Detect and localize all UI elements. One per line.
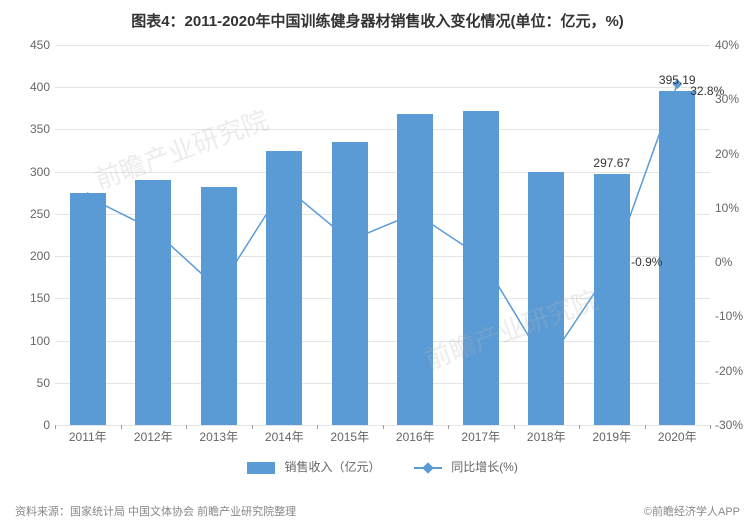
y-left-tick-label: 350 xyxy=(15,122,50,136)
data-label: 32.8% xyxy=(690,84,724,98)
x-tick-label: 2012年 xyxy=(134,428,173,445)
x-tick xyxy=(579,425,580,429)
line-series xyxy=(55,45,710,425)
data-label: 297.67 xyxy=(593,156,630,170)
y-left-tick-label: 450 xyxy=(15,38,50,52)
x-tick xyxy=(121,425,122,429)
data-label: -0.9% xyxy=(631,255,662,269)
x-tick-label: 2015年 xyxy=(330,428,369,445)
y-left-tick-label: 150 xyxy=(15,291,50,305)
chart-title: 图表4：2011-2020年中国训练健身器材销售收入变化情况(单位：亿元，%) xyxy=(0,0,755,31)
y-left-tick-label: 200 xyxy=(15,249,50,263)
x-tick xyxy=(514,425,515,429)
y-left-tick-label: 300 xyxy=(15,165,50,179)
x-tick xyxy=(448,425,449,429)
legend-bar-label: 销售收入（亿元） xyxy=(284,460,380,474)
plot-region: 050100150200250300350400450-30%-20%-10%0… xyxy=(55,45,710,425)
legend-line-swatch xyxy=(414,467,442,469)
x-tick xyxy=(317,425,318,429)
x-tick-label: 2013年 xyxy=(199,428,238,445)
y-right-tick-label: 0% xyxy=(715,255,750,269)
y-left-tick-label: 0 xyxy=(15,418,50,432)
y-left-tick-label: 100 xyxy=(15,334,50,348)
y-left-tick-label: 400 xyxy=(15,80,50,94)
y-left-tick-label: 250 xyxy=(15,207,50,221)
y-left-tick-label: 50 xyxy=(15,376,50,390)
x-tick-label: 2017年 xyxy=(461,428,500,445)
legend: 销售收入（亿元） 同比增长(%) xyxy=(55,458,710,475)
y-right-tick-label: 10% xyxy=(715,201,750,215)
x-tick xyxy=(55,425,56,429)
x-tick-label: 2019年 xyxy=(592,428,631,445)
copyright-text: ©前瞻经济学人APP xyxy=(644,503,740,519)
y-right-tick-label: -30% xyxy=(715,418,750,432)
x-tick-label: 2016年 xyxy=(396,428,435,445)
y-right-tick-label: -10% xyxy=(715,309,750,323)
x-tick xyxy=(645,425,646,429)
x-tick-label: 2020年 xyxy=(658,428,697,445)
legend-bar-item: 销售收入（亿元） xyxy=(247,458,380,475)
x-tick-label: 2011年 xyxy=(69,428,107,445)
legend-bar-swatch xyxy=(247,462,275,474)
x-tick-label: 2014年 xyxy=(265,428,304,445)
y-right-tick-label: -20% xyxy=(715,364,750,378)
x-tick-label: 2018年 xyxy=(527,428,566,445)
x-tick xyxy=(186,425,187,429)
source-text: 资料来源：国家统计局 中国文体协会 前瞻产业研究院整理 xyxy=(15,503,296,519)
y-right-tick-label: 40% xyxy=(715,38,750,52)
x-tick xyxy=(252,425,253,429)
legend-line-label: 同比增长(%) xyxy=(451,460,518,474)
x-tick xyxy=(383,425,384,429)
x-tick xyxy=(710,425,711,429)
y-right-tick-label: 20% xyxy=(715,147,750,161)
chart-area: 050100150200250300350400450-30%-20%-10%0… xyxy=(55,45,710,425)
legend-line-item: 同比增长(%) xyxy=(414,458,518,475)
